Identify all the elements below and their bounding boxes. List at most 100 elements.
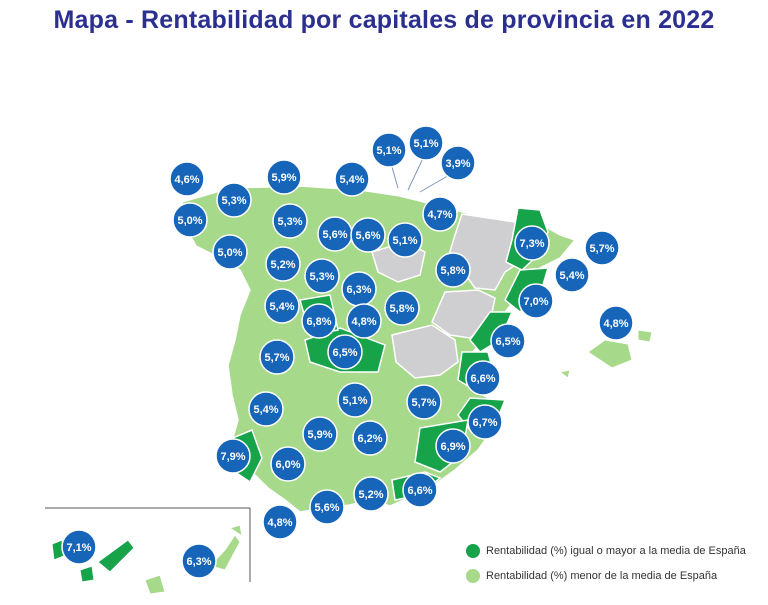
value-bubble: 6,5% bbox=[327, 334, 363, 370]
value-bubble: 7,3% bbox=[514, 225, 550, 261]
bubble-circle bbox=[584, 230, 620, 266]
value-bubble: 5,4% bbox=[334, 161, 370, 197]
value-bubble: 5,4% bbox=[248, 391, 284, 427]
bubble-circle bbox=[435, 252, 471, 288]
value-bubble: 5,2% bbox=[353, 476, 389, 512]
bubble-value: 4,8% bbox=[267, 517, 292, 529]
value-bubble: 5,3% bbox=[304, 258, 340, 294]
bubble-value: 5,8% bbox=[440, 265, 465, 277]
bubble-circle bbox=[181, 543, 217, 579]
value-bubble: 5,1% bbox=[337, 382, 373, 418]
bubble-value: 5,2% bbox=[358, 489, 383, 501]
bubble-circle bbox=[402, 472, 438, 508]
bubble-value: 5,4% bbox=[559, 270, 584, 282]
bubble-circle bbox=[272, 203, 308, 239]
value-bubble: 5,7% bbox=[259, 339, 295, 375]
value-bubble: 6,3% bbox=[181, 543, 217, 579]
value-bubble: 5,7% bbox=[406, 384, 442, 420]
bubble-circle bbox=[352, 420, 388, 456]
value-bubble: 7,9% bbox=[215, 438, 251, 474]
balearic-islands bbox=[558, 329, 653, 379]
bubble-circle bbox=[408, 125, 444, 161]
bubble-circle bbox=[302, 416, 338, 452]
value-bubble: 5,2% bbox=[265, 246, 301, 282]
bubble-value: 6,2% bbox=[357, 433, 382, 445]
bubble-circle bbox=[346, 303, 382, 339]
bubble-value: 5,9% bbox=[271, 172, 296, 184]
bubble-value: 5,7% bbox=[411, 397, 436, 409]
bubble-value: 5,0% bbox=[177, 215, 202, 227]
value-bubbles: 4,6% 5,9% 5,4% 5,1% 5,1% 3,9% 5,3% 5,0% 5,3% 5,6%… bbox=[61, 125, 634, 579]
value-bubble: 5,3% bbox=[216, 182, 252, 218]
bubble-value: 7,1% bbox=[66, 542, 91, 554]
value-bubble: 4,8% bbox=[346, 303, 382, 339]
value-bubble: 6,9% bbox=[435, 428, 471, 464]
value-bubble: 5,4% bbox=[264, 288, 300, 324]
bubble-value: 5,6% bbox=[322, 229, 347, 241]
bubble-value: 5,1% bbox=[413, 138, 438, 150]
value-bubble: 4,7% bbox=[422, 196, 458, 232]
bubble-value: 6,5% bbox=[332, 347, 357, 359]
canary-islands bbox=[144, 524, 243, 595]
bubble-value: 5,8% bbox=[389, 303, 414, 315]
value-bubble: 4,8% bbox=[262, 504, 298, 540]
map-title: Mapa - Rentabilidad por capitales de pro… bbox=[53, 6, 715, 34]
bubble-circle bbox=[259, 339, 295, 375]
bubble-value: 6,6% bbox=[470, 373, 495, 385]
bubble-value: 5,9% bbox=[307, 429, 332, 441]
bubble-value: 5,3% bbox=[309, 271, 334, 283]
value-bubble: 6,5% bbox=[490, 323, 526, 359]
value-bubble: 6,8% bbox=[301, 303, 337, 339]
value-bubble: 5,3% bbox=[272, 203, 308, 239]
bubble-value: 7,0% bbox=[523, 296, 548, 308]
bubble-value: 5,2% bbox=[270, 259, 295, 271]
bubble-value: 5,6% bbox=[314, 502, 339, 514]
bubble-circle bbox=[327, 334, 363, 370]
bubble-circle bbox=[406, 384, 442, 420]
bubble-value: 5,6% bbox=[355, 230, 380, 242]
bubble-circle bbox=[334, 161, 370, 197]
bubble-value: 5,1% bbox=[342, 395, 367, 407]
bubble-value: 6,7% bbox=[472, 417, 497, 429]
bubble-value: 4,8% bbox=[603, 318, 628, 330]
value-bubble: 6,6% bbox=[402, 472, 438, 508]
value-bubble: 7,0% bbox=[518, 283, 554, 319]
legend-light-green-dot-icon bbox=[466, 569, 480, 583]
value-bubble: 5,8% bbox=[384, 290, 420, 326]
value-bubble: 6,3% bbox=[341, 271, 377, 307]
value-bubble: 7,1% bbox=[61, 529, 97, 565]
legend-item-above: Rentabilidad (%) igual o mayor a la medi… bbox=[466, 544, 766, 558]
value-bubble: 5,0% bbox=[212, 234, 248, 270]
bubble-value: 6,6% bbox=[407, 485, 432, 497]
bubble-circle bbox=[270, 446, 306, 482]
bubble-value: 6,8% bbox=[306, 316, 331, 328]
value-bubble: 4,6% bbox=[169, 161, 205, 197]
bubble-value: 6,5% bbox=[495, 336, 520, 348]
bubble-circle bbox=[598, 305, 634, 341]
bubble-circle bbox=[264, 288, 300, 324]
bubble-circle bbox=[61, 529, 97, 565]
value-bubble: 5,1% bbox=[387, 222, 423, 258]
value-bubble: 5,1% bbox=[408, 125, 444, 161]
no-data-region-cuenca bbox=[391, 324, 459, 379]
legend-item-below: Rentabilidad (%) menor de la media de Es… bbox=[466, 569, 766, 583]
value-bubble: 5,6% bbox=[350, 217, 386, 253]
bubble-circle bbox=[467, 404, 503, 440]
bubble-value: 6,3% bbox=[346, 284, 371, 296]
value-bubble: 5,6% bbox=[309, 489, 345, 525]
bubble-circle bbox=[422, 196, 458, 232]
value-bubble: 3,9% bbox=[440, 145, 476, 181]
value-bubble: 4,8% bbox=[598, 305, 634, 341]
legend-label: Rentabilidad (%) igual o mayor a la medi… bbox=[486, 545, 746, 557]
bubble-value: 5,4% bbox=[339, 174, 364, 186]
bubble-value: 7,9% bbox=[220, 451, 245, 463]
bubble-circle bbox=[384, 290, 420, 326]
bubble-value: 7,3% bbox=[519, 238, 544, 250]
above-avg-castellon bbox=[469, 311, 514, 353]
bubble-value: 5,3% bbox=[221, 195, 246, 207]
value-bubble: 5,4% bbox=[554, 257, 590, 293]
bubble-circle bbox=[440, 145, 476, 181]
value-bubble: 6,7% bbox=[467, 404, 503, 440]
bubble-value: 5,4% bbox=[269, 301, 294, 313]
